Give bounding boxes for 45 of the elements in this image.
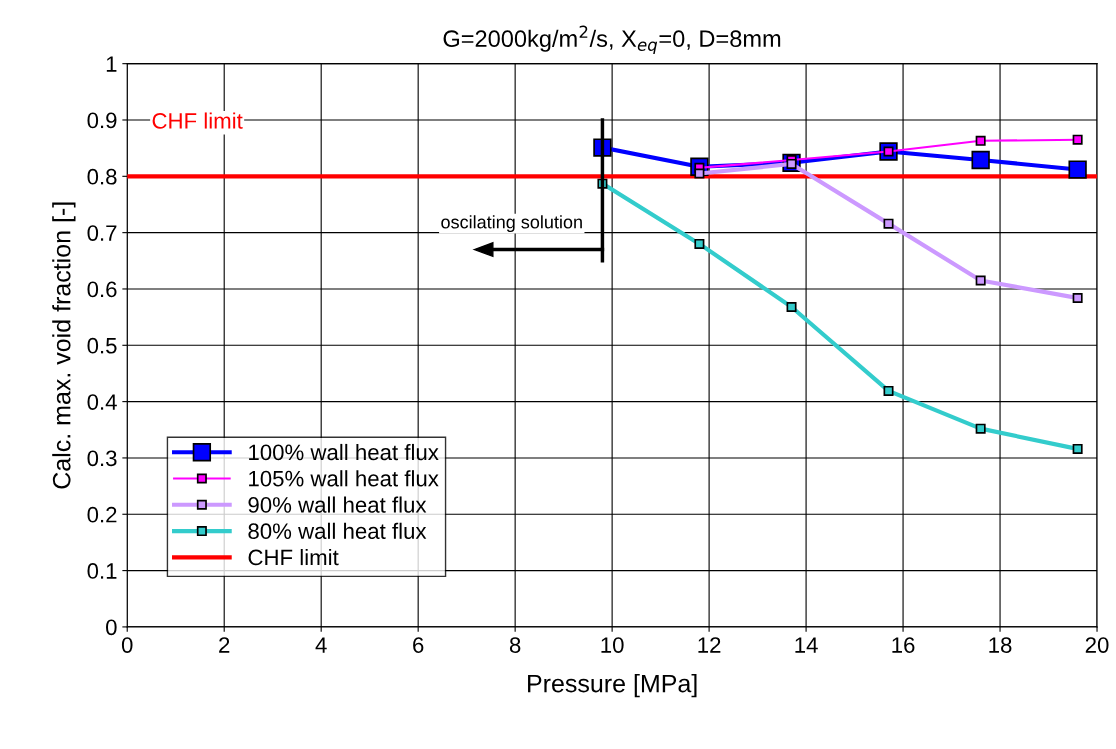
legend-label: 105% wall heat flux — [249, 470, 439, 487]
annotation: oscilating solution — [441, 215, 582, 233]
x-tick-label: 16 — [892, 637, 915, 653]
point — [975, 135, 986, 146]
chart-title: G=2000kg/m$^{2}$/s, X$_{eq}$=0, D=8mm — [443, 25, 781, 55]
y-tick-label: 0.9 — [87, 112, 117, 129]
x-tick-label: 10 — [601, 637, 624, 653]
point — [694, 238, 705, 249]
legend-label: 90% wall heat flux — [248, 496, 427, 513]
x-tick-label: 0 — [121, 637, 133, 653]
x-tick-label: 12 — [698, 637, 721, 653]
y-axis-title: Calc. max. void fraction [-] — [52, 202, 76, 489]
point — [1068, 160, 1087, 179]
x-tick-label: 4 — [315, 637, 327, 653]
x-tick-label: 18 — [989, 637, 1012, 653]
x-axis-title: Pressure [MPa] — [528, 674, 697, 698]
y-tick-label: 0.6 — [87, 281, 117, 298]
x-tick-label: 6 — [413, 637, 424, 653]
point — [971, 150, 990, 170]
y-tick-label: 0.1 — [87, 563, 117, 579]
legend-label: 100% wall heat flux — [249, 443, 439, 461]
x-tick-label: 20 — [1085, 637, 1109, 653]
text: CHF limit — [152, 112, 243, 129]
y-tick-label: 0.7 — [87, 225, 117, 241]
point — [975, 423, 986, 434]
y-tick-label: 0.8 — [87, 168, 117, 185]
point — [1072, 292, 1083, 303]
point — [694, 168, 705, 179]
y-tick-label: 1 — [106, 56, 117, 72]
y-tick-label: 0.4 — [87, 394, 117, 410]
y-tick-label: 0.3 — [87, 450, 117, 467]
x-tick-label: 2 — [219, 637, 230, 653]
point — [883, 385, 894, 396]
point — [1072, 443, 1083, 454]
x-tick-label: 8 — [509, 637, 521, 653]
x-tick-label: 14 — [795, 637, 818, 653]
legend-label: CHF limit — [248, 548, 339, 566]
point — [975, 275, 986, 286]
y-tick-label: 0 — [106, 619, 117, 636]
legend-label: 80% wall heat flux — [248, 522, 427, 540]
point — [1072, 134, 1083, 145]
y-tick-label: 0.2 — [87, 506, 117, 523]
point — [786, 301, 797, 312]
y-tick-label: 0.5 — [87, 337, 117, 354]
point — [883, 218, 894, 229]
